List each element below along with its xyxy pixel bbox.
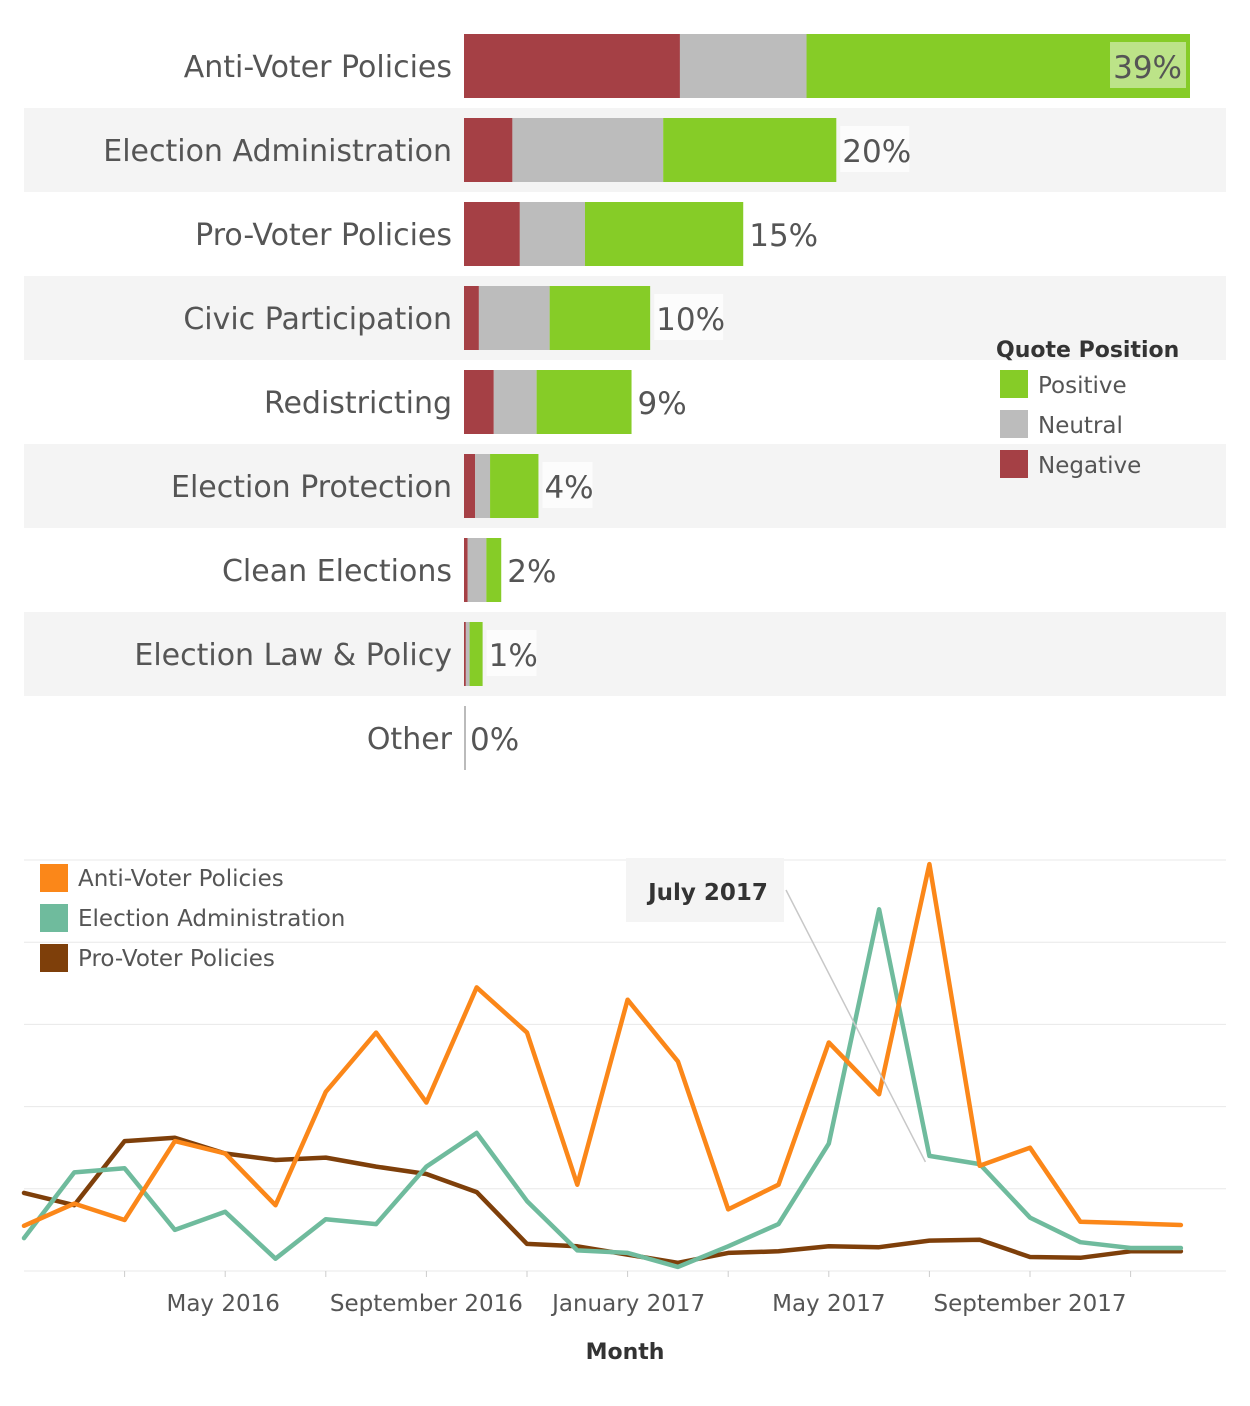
bar-segment-neutral [679,34,807,98]
value-label-background [542,462,593,508]
legend-label: Anti-Voter Policies [78,866,284,892]
legend-label: Negative [1038,453,1141,479]
annotation-box [626,858,784,922]
x-tick-label: September 2016 [330,1291,523,1317]
bar-segment-neutral [467,538,487,602]
value-label-background [486,630,537,676]
legend-label: Pro-Voter Policies [78,946,275,972]
legend-swatch-election-administration [40,904,68,932]
value-label: 0% [470,722,519,758]
bar-segment-negative [464,454,476,518]
value-label: 4% [544,470,593,506]
bar-segment-negative [464,538,468,602]
category-label: Anti-Voter Policies [184,50,452,85]
bar-segment-positive [486,538,502,602]
legend-label: Election Administration [78,906,345,932]
category-label: Civic Participation [183,302,452,337]
x-axis-title: Month [586,1340,665,1365]
legend-swatch-positive [1000,370,1028,398]
row-band [24,612,1226,696]
x-tick-label: May 2017 [772,1291,885,1317]
annotation-label: July 2017 [646,880,768,906]
category-label: Election Law & Policy [134,638,452,673]
bar-segment-positive [663,118,837,182]
value-label-background [840,126,910,172]
series-line-election-administration [21,907,1184,1270]
legend-swatch-pro-voter-policies [40,944,68,972]
category-label: Election Protection [171,470,452,505]
category-label: Other [367,722,453,757]
bar-segment-neutral [475,454,491,518]
category-label: Election Administration [103,134,452,169]
legend-label: Positive [1038,373,1127,399]
x-tick-label: May 2016 [166,1291,279,1317]
category-label: Clean Elections [222,554,452,589]
value-label-background [654,294,724,340]
value-label: 39% [1113,50,1182,86]
bar-segment-positive [585,202,744,266]
value-label: 9% [638,386,687,422]
bar-segment-negative [464,370,494,434]
bar-segment-positive [536,370,632,434]
value-label-background [1110,42,1186,88]
bar-segment-positive [490,454,539,518]
value-label: 1% [489,638,538,674]
bar-segment-positive [549,286,651,350]
bar-segment-neutral [493,370,537,434]
category-label: Pro-Voter Policies [195,218,452,253]
bar-segment-positive [469,622,483,686]
bar-segment-neutral [519,202,585,266]
value-label: 20% [842,134,911,170]
bar-segment-negative [464,118,513,182]
legend-swatch-negative [1000,450,1028,478]
series-line-anti-voter-policies [21,861,1184,1229]
x-tick-label: September 2017 [934,1291,1127,1317]
bar-segment-negative [464,286,479,350]
topic-share-bar-chart: Anti-Voter Policies 39% Election Administr… [24,34,1226,770]
legend-title: Quote Position [996,338,1179,363]
bar-segment-positive [806,34,1190,98]
bar-segment-negative [464,202,520,266]
value-label: 2% [507,554,556,590]
legend-label: Neutral [1038,413,1123,439]
category-label: Redistricting [264,386,452,421]
value-label: 10% [656,302,725,338]
bar-segment-neutral [465,622,470,686]
x-tick-label: January 2017 [550,1291,705,1317]
annotation-leader-line [785,889,927,1163]
bar-segment-neutral [512,118,664,182]
monthly-quotes-line-chart: May 2016 September 2016 January 2017 May 20… [21,858,1226,1365]
bar-segment-negative [464,34,680,98]
bar-segment-neutral [478,286,550,350]
bar-segment-negative [464,622,466,686]
legend-swatch-neutral [1000,410,1028,438]
value-label: 15% [749,218,818,254]
legend-swatch-anti-voter-policies [40,864,68,892]
